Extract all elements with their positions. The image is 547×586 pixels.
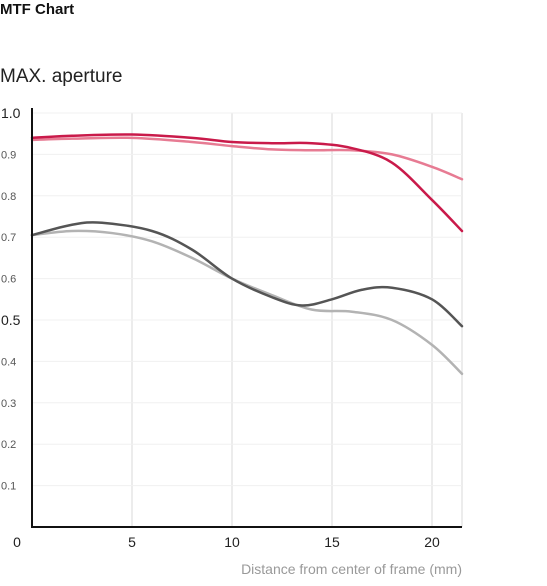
series-line-1 [30, 136, 464, 181]
axes [31, 108, 462, 528]
series-line-4 [30, 221, 464, 328]
x-tick-label: 20 [424, 534, 440, 550]
y-tick-label: 0.3 [1, 398, 16, 410]
y-tick-label: 0.1 [1, 481, 16, 493]
y-tick-label: 0.6 [1, 274, 16, 286]
y-tick-label: 0.8 [1, 191, 16, 203]
tick-labels: 0.1 0.2 0.3 0.4 0.5 0.6 0.7 0.8 0.9 1.0 0 5 10 15 20 [1, 105, 440, 550]
y-tick-label: 0.9 [1, 149, 16, 161]
x-tick-label: 10 [224, 534, 240, 550]
x-tick-label: 15 [324, 534, 340, 550]
y-tick-label: 1.0 [1, 105, 21, 121]
y-tick-label: 0.5 [1, 312, 21, 328]
y-tick-label: 0.7 [1, 232, 16, 244]
y-tick-label: 0.4 [1, 356, 16, 368]
x-axis-label: Distance from center of frame (mm) [241, 561, 462, 577]
x-tick-label: 0 [13, 534, 21, 550]
y-tick-label: 0.2 [1, 439, 16, 451]
x-tick-label: 5 [128, 534, 136, 550]
page-title: MTF Chart [0, 1, 75, 18]
chart-title: MAX. aperture [0, 66, 123, 87]
series-line-3 [30, 229, 464, 376]
grid-lines [32, 112, 463, 527]
series-lines [30, 133, 464, 376]
series-line-2 [30, 133, 464, 233]
